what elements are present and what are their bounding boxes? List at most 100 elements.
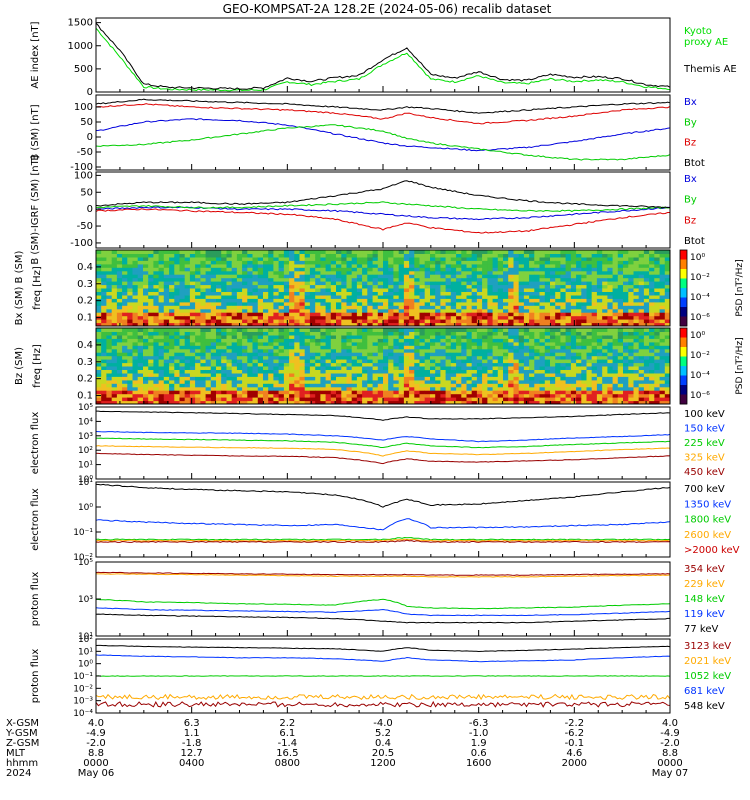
spectrogram-cell [304, 366, 311, 370]
spectrogram-cell [513, 274, 520, 279]
spectrogram-cell [393, 369, 400, 374]
spectrogram-cell [596, 376, 603, 381]
spectrogram-cell [586, 338, 593, 343]
spectrogram-cell [362, 298, 368, 303]
spectrogram-cell [503, 366, 509, 370]
spectrogram-cell [169, 315, 175, 320]
spectrogram-cell [158, 263, 165, 268]
spectrogram-cell [330, 253, 337, 258]
spectrogram-cell [294, 359, 300, 364]
spectrogram-cell [236, 253, 243, 258]
y-axis-sublabel: freq [Hz] [32, 344, 43, 388]
spectrogram-cell [450, 294, 457, 299]
spectrogram-cell [383, 291, 389, 296]
spectrogram-cell [304, 379, 311, 384]
spectrogram-cell [137, 308, 144, 313]
spectrogram-cell [236, 393, 243, 398]
spectrogram-cell [153, 270, 160, 275]
spectrogram-cell [195, 376, 201, 381]
spectrogram-cell [638, 291, 645, 296]
spectrogram-cell [263, 359, 269, 364]
y-tick-label: 10³ [78, 595, 93, 605]
spectrogram-cell [346, 270, 353, 275]
spectrogram-cell [602, 253, 608, 258]
spectrogram-cell [137, 250, 144, 254]
spectrogram-cell [607, 334, 614, 339]
spectrogram-cell [189, 362, 196, 367]
spectrogram-cell [550, 369, 556, 374]
spectrogram-cell [195, 291, 201, 296]
spectrogram-cell [231, 308, 238, 313]
spectrogram-cell [179, 362, 186, 367]
spectrogram-cell [169, 301, 175, 306]
spectrogram-cell [106, 345, 113, 350]
spectrogram-cell [523, 383, 530, 388]
spectrogram-cell [247, 256, 253, 261]
spectrogram-cell [617, 393, 624, 398]
spectrogram-cell [596, 348, 603, 353]
spectrogram-cell [184, 308, 191, 313]
spectrogram-cell [106, 372, 113, 377]
spectrogram-cell [409, 338, 415, 343]
spectrogram-cell [195, 359, 201, 364]
spectrogram-cell [320, 284, 327, 289]
spectrogram-cell [555, 308, 561, 313]
spectrogram-cell [497, 294, 504, 299]
spectrogram-cell [158, 355, 165, 360]
spectrogram-cell [158, 379, 165, 384]
spectrogram-cell [96, 301, 102, 306]
spectrogram-cell [476, 352, 483, 357]
spectrogram-cell [654, 348, 660, 353]
spectrogram-cell [664, 319, 671, 324]
spectrogram-cell [487, 369, 494, 374]
spectrogram-cell [158, 250, 165, 254]
spectrogram-cell [565, 352, 572, 357]
y-tick-label: 10⁰ [78, 475, 93, 485]
spectrogram-cell [643, 379, 650, 384]
spectrogram-cell [122, 305, 128, 310]
spectrogram-cell [534, 362, 540, 367]
spectrogram-cell [513, 277, 520, 282]
spectrogram-cell [503, 294, 509, 299]
spectrogram-cell [602, 267, 608, 272]
spectrogram-cell [539, 355, 546, 360]
legend-entry: Themis AE [683, 64, 737, 75]
spectrogram-cell [137, 284, 144, 289]
spectrogram-cell [393, 263, 400, 268]
spectrogram-cell [555, 294, 561, 299]
spectrogram-cell [116, 379, 123, 384]
spectrogram-cell [247, 362, 253, 367]
spectrogram-cell [179, 260, 186, 265]
spectrogram-cell [226, 284, 233, 289]
spectrogram-cell [544, 341, 551, 346]
spectrogram-cell [555, 322, 561, 327]
spectrogram-cell [565, 393, 572, 398]
spectrogram-cell [101, 322, 107, 327]
spectrogram-cell [445, 397, 452, 402]
spectrogram-cell [273, 250, 280, 254]
spectrogram-cell [576, 338, 582, 343]
spectrogram-cell [482, 338, 488, 343]
spectrogram-cell [320, 362, 327, 367]
spectrogram-cell [628, 397, 634, 402]
spectrogram-cell [236, 274, 243, 279]
spectrogram-cell [132, 386, 139, 391]
spectrogram-cell [403, 319, 410, 324]
spectrogram-cell [419, 359, 426, 364]
spectrogram-cell [539, 400, 546, 405]
spectrogram-cell [435, 277, 441, 282]
spectrogram-cell [398, 277, 405, 282]
spectrogram-cell [638, 263, 645, 268]
spectrogram-cell [424, 386, 431, 391]
spectrogram-cell [398, 348, 405, 353]
spectrogram-cell [336, 352, 342, 357]
spectrogram-cell [174, 270, 180, 275]
spectrogram-cell [430, 383, 436, 388]
spectrogram-cell [289, 315, 295, 320]
spectrogram-cell [633, 379, 640, 384]
spectrogram-cell [195, 277, 201, 282]
spectrogram-cell [450, 256, 457, 261]
spectrogram-cell [346, 319, 353, 324]
spectrogram-cell [450, 312, 457, 317]
spectrogram-cell [555, 284, 561, 289]
